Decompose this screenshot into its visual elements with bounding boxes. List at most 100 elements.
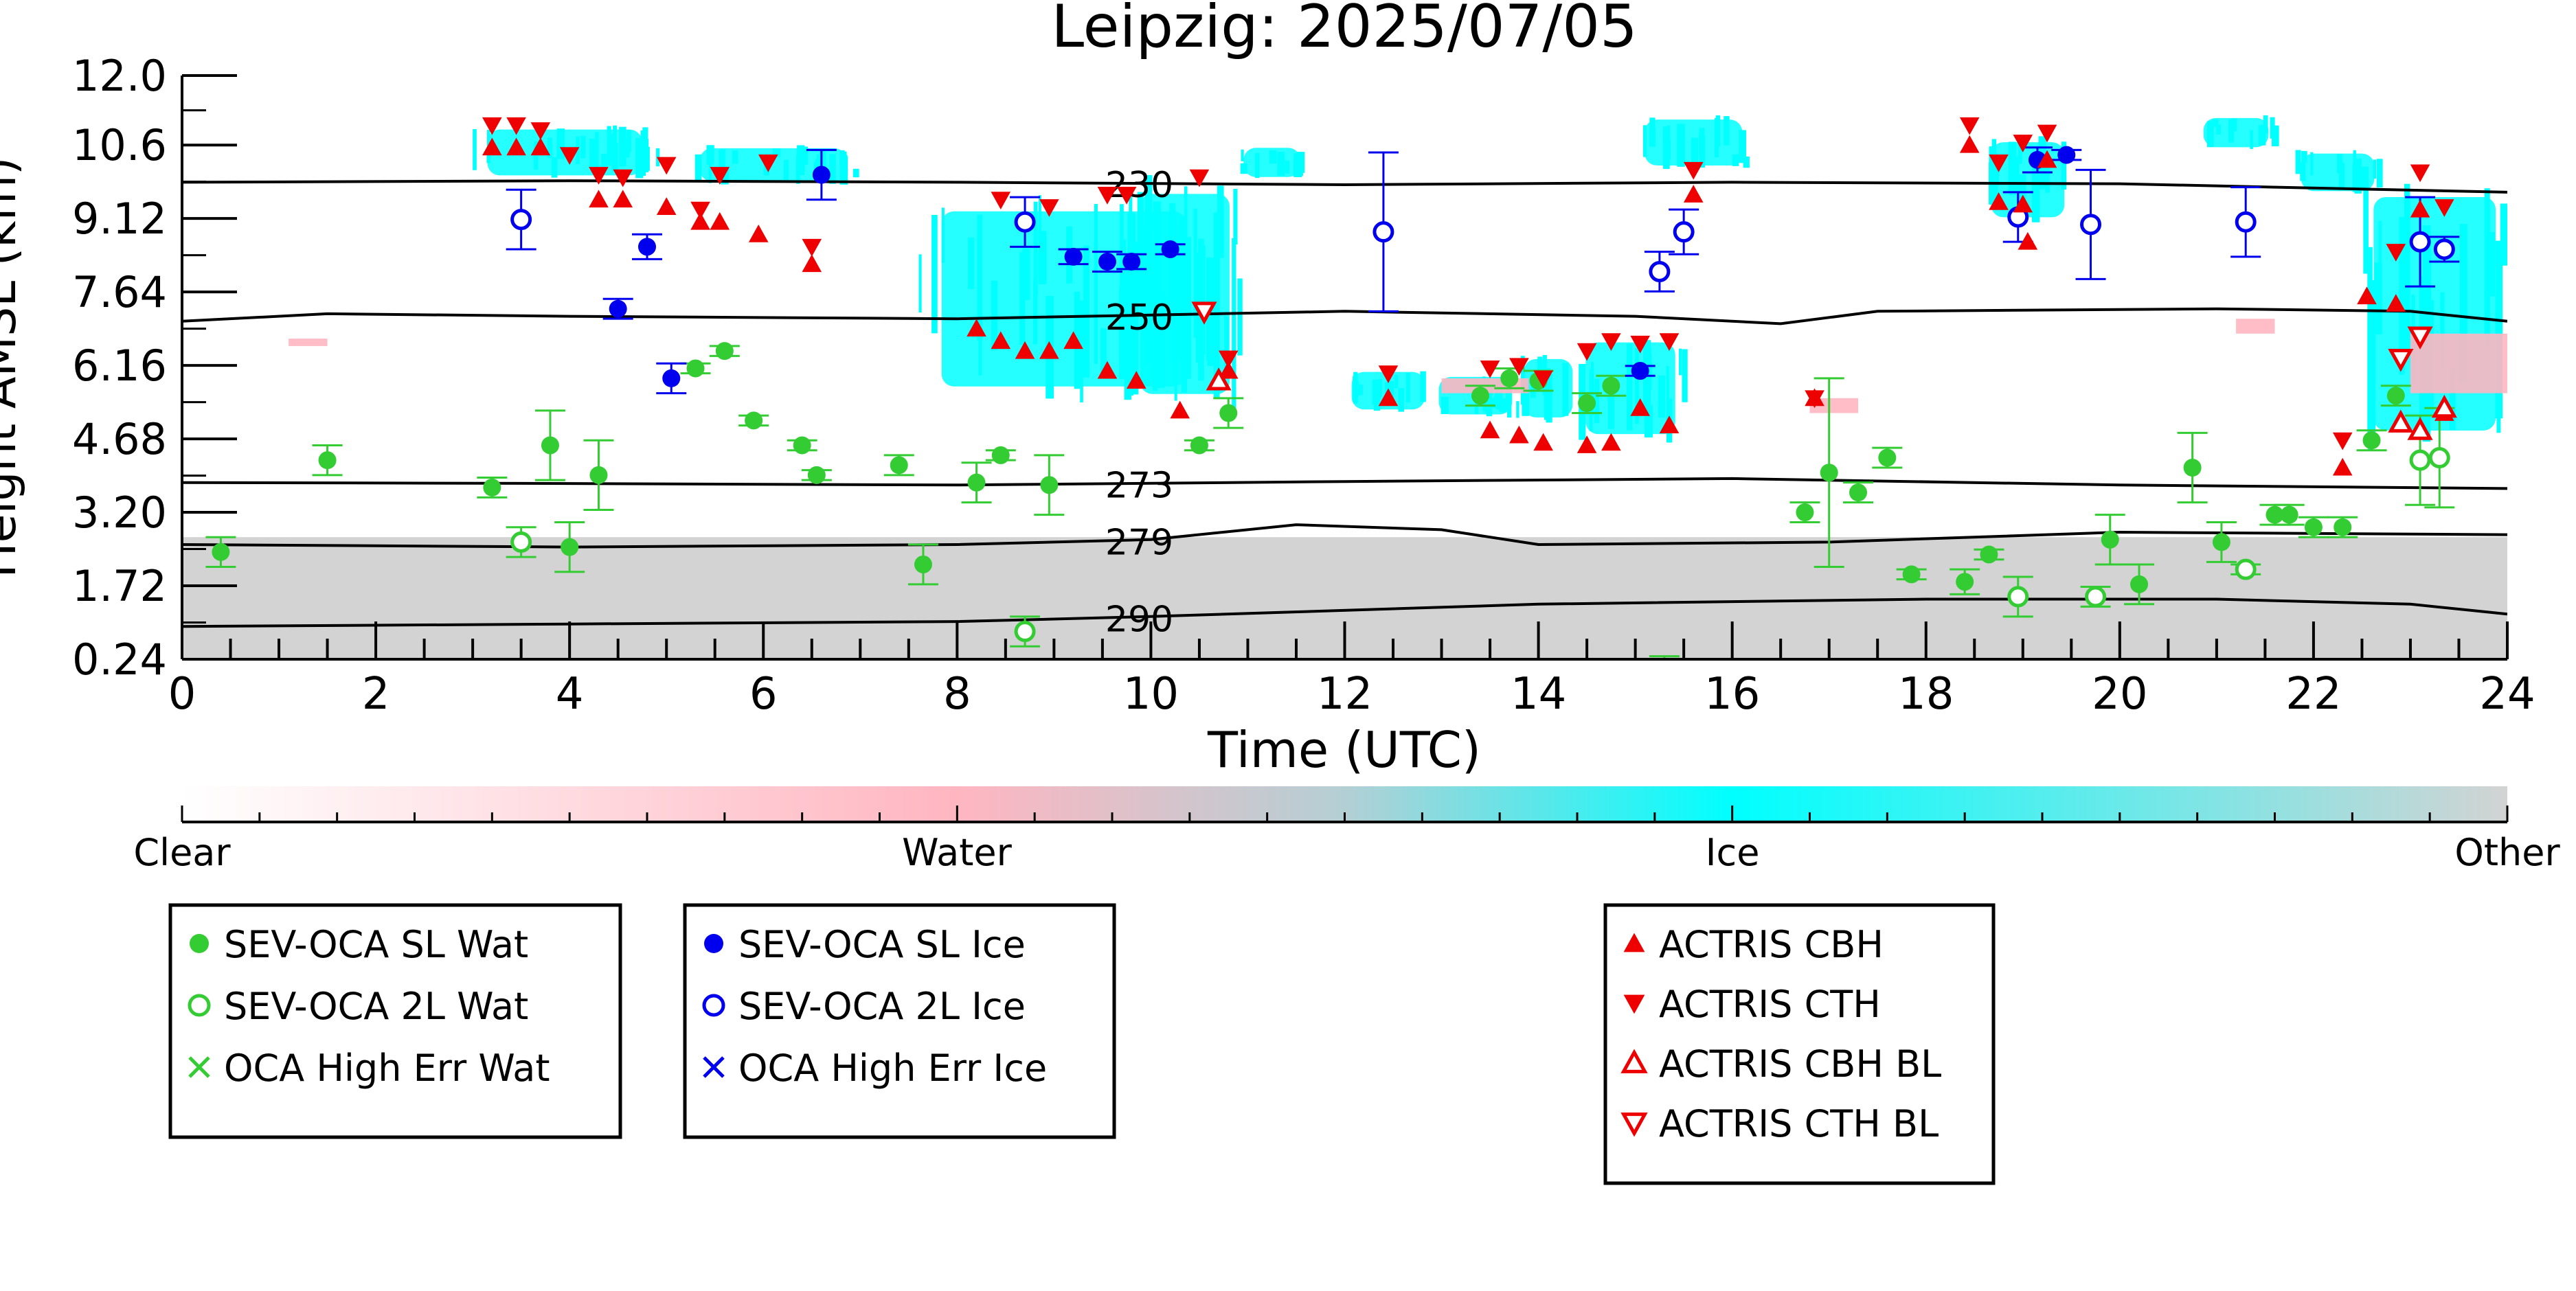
legend-label: OCA High Err Wat	[224, 1047, 550, 1090]
ice-streak	[601, 154, 607, 167]
ice-region	[1642, 115, 1750, 169]
point-actris-cth	[1378, 365, 1399, 383]
x-tick-label: 18	[1898, 669, 1954, 720]
legend-label: ACTRIS CBH BL	[1659, 1042, 1941, 1086]
ice-streak	[2271, 125, 2279, 147]
point-sev-oca-sl-wat	[890, 456, 908, 475]
ice-streak	[1663, 126, 1670, 169]
ice-streak	[2018, 174, 2026, 215]
ice-streak	[2367, 247, 2373, 442]
point-actris-cth	[2386, 244, 2406, 262]
legend-box: SEV-OCA SL Wat SEV-OCA 2L Wat OCA High Err…	[168, 903, 622, 1139]
legend-marker	[1620, 1112, 1648, 1137]
colorbar: Clear Water Ice Other	[133, 786, 2560, 874]
ice-streak	[611, 143, 618, 172]
ice-streak	[1094, 204, 1098, 365]
point-sev-oca-2l-ice	[2235, 211, 2257, 233]
point-sev-oca-2l-wat	[2007, 586, 2029, 608]
ice-streak	[1022, 248, 1030, 300]
ice-streak	[1420, 371, 1426, 402]
ice-streak	[1269, 150, 1277, 164]
ice-streak	[795, 155, 800, 184]
ice-streak	[1137, 192, 1144, 247]
point-actris-cbh	[1097, 361, 1118, 379]
point-actris-cth	[656, 157, 677, 175]
point-actris-cbh	[1533, 433, 1553, 451]
point-sev-oca-sl-wat	[2386, 387, 2405, 405]
point-sev-oca-sl-wat	[589, 466, 608, 484]
point-actris-cbh	[530, 137, 551, 156]
point-actris-cbh	[2332, 457, 2353, 476]
ice-streak	[1590, 362, 1594, 415]
ice-streak	[1080, 300, 1083, 403]
ice-streak	[1200, 244, 1206, 355]
ice-streak	[1649, 128, 1656, 147]
ice-streak	[580, 135, 586, 159]
ice-streak	[1546, 374, 1552, 423]
ice-streak	[2376, 159, 2383, 188]
ice-streak	[2399, 216, 2405, 375]
legend-box: SEV-OCA SL Ice SEV-OCA 2L Ice OCA High Err…	[683, 903, 1116, 1139]
point-actris-cbh	[991, 331, 1011, 350]
ice-streak	[622, 138, 630, 158]
point-actris-cth	[690, 201, 710, 220]
legend-entry-sev-oca-2l-ice: SEV-OCA 2L Ice	[702, 985, 1026, 1028]
legends: SEV-OCA SL Wat SEV-OCA 2L Wat OCA High Err…	[168, 903, 1996, 1185]
ice-streak	[2353, 150, 2356, 165]
ice-streak	[2404, 183, 2410, 350]
ice-streak	[708, 159, 712, 183]
point-sev-oca-sl-ice	[1161, 240, 1179, 258]
ice-streak	[2361, 166, 2369, 191]
point-sev-oca-sl-ice	[2057, 146, 2076, 164]
point-sev-oca-sl-wat	[1902, 565, 1921, 584]
point-actris-cth	[530, 122, 551, 140]
point-actris-cth-bl	[1191, 301, 1217, 325]
point-actris-cbh	[1218, 361, 1239, 379]
point-actris-cbh	[690, 212, 710, 230]
ice-streak	[2449, 368, 2456, 430]
ice-streak	[721, 149, 725, 174]
ice-streak	[991, 280, 998, 351]
point-sev-oca-sl-wat	[715, 342, 734, 361]
point-sev-oca-2l-wat	[2428, 447, 2450, 469]
point-sev-oca-2l-ice	[1649, 261, 1671, 283]
point-actris-cth	[2434, 199, 2454, 217]
ice-streak	[1516, 401, 1519, 418]
point-actris-cbh	[710, 212, 730, 230]
ice-streak	[556, 128, 565, 159]
legend-entry-actris-cth: ACTRIS CTH	[1623, 983, 1881, 1026]
ice-streak	[2372, 280, 2376, 438]
isotherm-label: 279	[1105, 523, 1173, 564]
ice-streak	[1378, 378, 1382, 398]
ice-streak	[2031, 158, 2040, 222]
point-actris-cth	[1533, 370, 1553, 389]
point-actris-cbh	[2013, 194, 2033, 213]
point-sev-oca-sl-ice	[1098, 253, 1116, 271]
ice-streak	[1130, 242, 1139, 395]
point-sev-oca-sl-wat	[2304, 518, 2323, 536]
point-sev-oca-2l-ice	[1014, 211, 1036, 233]
point-sev-oca-2l-wat	[510, 531, 532, 553]
ice-streak	[595, 132, 599, 174]
ice-streak	[783, 159, 789, 181]
ice-streak	[1373, 385, 1380, 411]
ice-streak	[1644, 405, 1653, 438]
legend-label: SEV-OCA SL Ice	[738, 923, 1026, 966]
legend-marker	[703, 1056, 725, 1078]
point-actris-cth	[1959, 117, 1980, 135]
ice-streak	[1562, 363, 1569, 416]
point-sev-oca-sl-wat	[1471, 387, 1489, 405]
legend-marker	[1623, 933, 1645, 952]
point-sev-oca-sl-wat	[1820, 464, 1838, 482]
point-actris-cbh	[1630, 398, 1650, 416]
ice-region	[2203, 115, 2279, 150]
legend-marker	[190, 934, 209, 953]
ice-region	[2363, 182, 2507, 451]
ice-streak	[720, 169, 729, 185]
point-sev-oca-sl-ice	[1631, 362, 1649, 380]
ice-streak	[1033, 279, 1037, 345]
x-tick-label: 22	[2285, 669, 2341, 720]
point-sev-oca-sl-wat	[807, 466, 826, 484]
point-sev-oca-2l-ice	[1372, 221, 1394, 243]
